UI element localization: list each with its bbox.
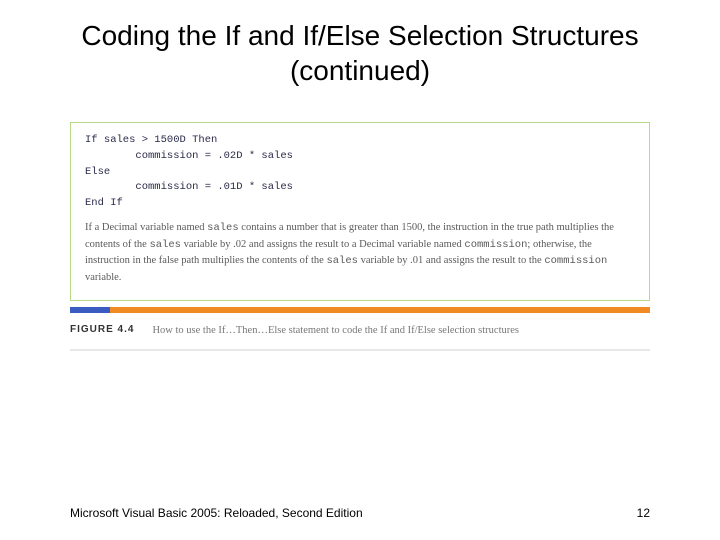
code-ref: commission [464,239,527,251]
code-line: End If [85,197,123,209]
figure-label: FIGURE 4.4 [70,323,134,335]
figure-box: If sales > 1500D Then commission = .02D … [70,122,650,301]
explanation-text: If a Decimal variable named sales contai… [85,220,635,286]
code-ref: sales [326,255,358,267]
code-line: Else [85,166,110,178]
figure-caption: How to use the If…Then…Else statement to… [152,323,519,339]
accent-blue-segment [70,307,110,313]
text: If a Decimal variable named [85,222,207,233]
text: variable. [85,272,121,283]
figure-caption-row: FIGURE 4.4 How to use the If…Then…Else s… [70,323,650,339]
code-line: commission = .01D * sales [85,181,293,193]
accent-orange-segment [110,307,650,313]
accent-bar [70,307,650,313]
code-ref: sales [207,222,239,234]
code-ref: sales [149,239,181,251]
text: variable by .02 and assigns the result t… [181,239,464,250]
code-line: commission = .02D * sales [85,150,293,162]
code-block: If sales > 1500D Then commission = .02D … [85,133,635,212]
caption-divider [70,349,650,351]
footer-left: Microsoft Visual Basic 2005: Reloaded, S… [70,506,363,520]
slide-title: Coding the If and If/Else Selection Stru… [0,0,720,98]
code-ref: commission [544,255,607,267]
text: variable by .01 and assigns the result t… [358,255,544,266]
code-line: If sales > 1500D Then [85,134,217,146]
slide-footer: Microsoft Visual Basic 2005: Reloaded, S… [70,506,650,520]
page-number: 12 [637,506,650,520]
